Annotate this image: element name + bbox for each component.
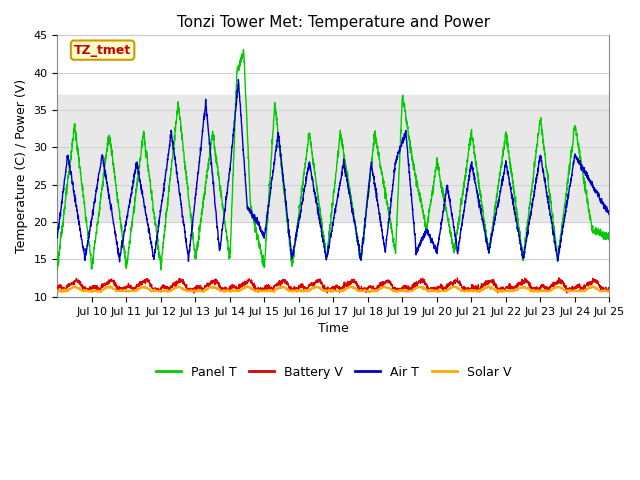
- Y-axis label: Temperature (C) / Power (V): Temperature (C) / Power (V): [15, 79, 28, 253]
- Legend: Panel T, Battery V, Air T, Solar V: Panel T, Battery V, Air T, Solar V: [151, 360, 516, 384]
- Bar: [58, 95, 609, 222]
- Text: TZ_tmet: TZ_tmet: [74, 44, 131, 57]
- Title: Tonzi Tower Met: Temperature and Power: Tonzi Tower Met: Temperature and Power: [177, 15, 490, 30]
- X-axis label: Time: Time: [318, 322, 349, 335]
